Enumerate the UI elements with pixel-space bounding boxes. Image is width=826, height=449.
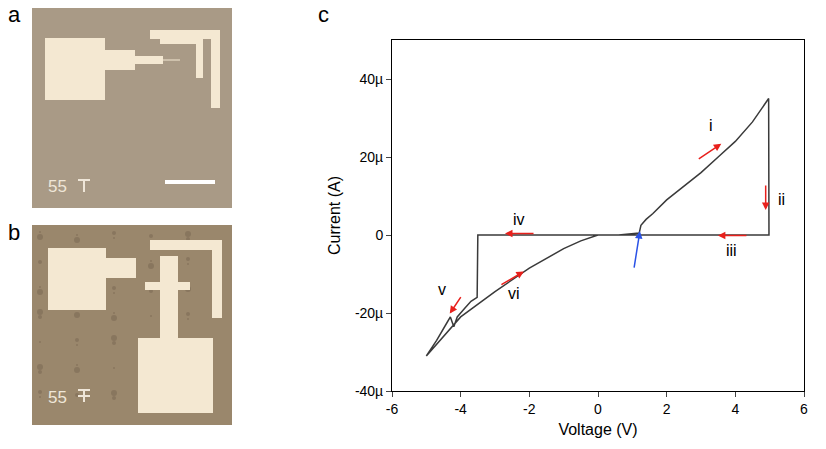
svg-text:2: 2 — [663, 401, 671, 417]
svg-text:55: 55 — [48, 388, 67, 407]
svg-text:6: 6 — [800, 401, 808, 417]
svg-text:-40µ: -40µ — [355, 383, 383, 399]
svg-text:40µ: 40µ — [360, 71, 384, 87]
svg-text:ii: ii — [778, 191, 785, 208]
html-text:a: a — [8, 2, 21, 27]
svg-text:0: 0 — [375, 227, 383, 243]
svg-text:20µ: 20µ — [360, 149, 384, 165]
svg-text:i: i — [709, 117, 713, 134]
svg-text:Voltage (V): Voltage (V) — [558, 421, 637, 438]
svg-text:-4: -4 — [454, 401, 467, 417]
svg-text:vi: vi — [508, 285, 520, 302]
svg-text:iii: iii — [726, 242, 737, 259]
svg-text:4: 4 — [731, 401, 739, 417]
svg-text:iv: iv — [513, 211, 525, 228]
svg-text:-6: -6 — [386, 401, 399, 417]
svg-text:0: 0 — [594, 401, 602, 417]
html-text:c: c — [318, 2, 329, 27]
svg-text:Current (A): Current (A) — [326, 176, 343, 255]
svg-text:55: 55 — [48, 177, 67, 196]
svg-text:v: v — [438, 281, 446, 298]
html-text:b: b — [8, 220, 21, 245]
svg-text:-20µ: -20µ — [355, 305, 383, 321]
svg-text:-2: -2 — [523, 401, 536, 417]
